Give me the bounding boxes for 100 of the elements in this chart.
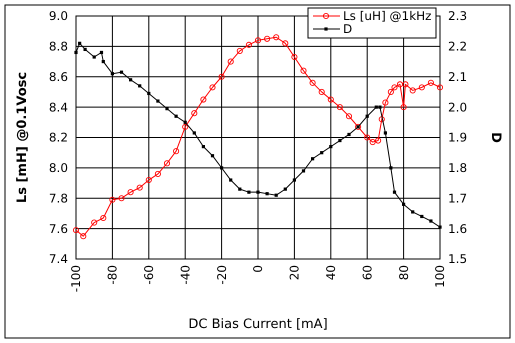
- point: [274, 194, 278, 197]
- point: [191, 110, 198, 116]
- point: [420, 214, 424, 218]
- x-tick-label: 80: [396, 265, 411, 280]
- point: [164, 160, 170, 166]
- point: [182, 124, 188, 130]
- point: [366, 114, 369, 118]
- y-tick-label: 8.2: [48, 130, 68, 145]
- point: [80, 233, 86, 240]
- point: [402, 202, 406, 206]
- point: [229, 178, 232, 182]
- x-tick-label: -40: [178, 265, 192, 285]
- point: [370, 139, 376, 146]
- point: [246, 42, 252, 48]
- x-tick-label: 40: [324, 265, 338, 280]
- point: [209, 84, 216, 90]
- y-tick-label: 8.8: [48, 40, 68, 54]
- point: [364, 134, 370, 141]
- x-tick-label: 0: [251, 265, 266, 273]
- point: [300, 68, 307, 74]
- point: [256, 190, 260, 194]
- point: [310, 80, 316, 86]
- y-tick-label: 7.8: [48, 191, 68, 206]
- point: [146, 176, 152, 184]
- y2-tick-label: 1.8: [448, 161, 468, 176]
- point: [154, 170, 161, 177]
- x-axis-title: DC Bias Current [mA]: [188, 317, 328, 332]
- y2-axis-title: D: [488, 132, 503, 144]
- point: [411, 210, 414, 214]
- y-tick-label: 8.4: [48, 100, 68, 114]
- point: [311, 157, 314, 160]
- point: [192, 131, 196, 135]
- point: [273, 34, 280, 40]
- point: [78, 42, 82, 45]
- point: [200, 96, 206, 103]
- legend-label: D: [343, 22, 352, 36]
- point: [91, 220, 98, 226]
- point: [218, 74, 225, 80]
- point: [375, 137, 382, 144]
- point: [336, 104, 343, 110]
- y2-tick-label: 2.2: [448, 40, 468, 54]
- point: [436, 84, 444, 90]
- point: [320, 151, 324, 154]
- point: [147, 92, 150, 96]
- point: [136, 184, 143, 191]
- y-axis-title: Ls [mH] @0.1Vosc: [15, 72, 30, 204]
- point: [329, 145, 332, 148]
- x-tick-label: -20: [214, 265, 229, 285]
- point: [396, 81, 404, 88]
- y2-tick-label: 1.5: [448, 252, 468, 266]
- point: [228, 58, 234, 65]
- y-tick-label: 8.0: [48, 161, 68, 176]
- point: [374, 106, 378, 109]
- y2-tick-label: 1.9: [448, 130, 468, 145]
- x-tick-label: -80: [106, 265, 120, 285]
- point: [100, 214, 106, 222]
- point: [109, 196, 116, 203]
- y2-tick-label: 2.3: [448, 9, 468, 24]
- y-tick-label: 8.6: [48, 70, 68, 84]
- point: [388, 88, 394, 95]
- point: [129, 78, 132, 82]
- point: [400, 104, 407, 110]
- point: [247, 190, 250, 194]
- point: [284, 188, 287, 191]
- point: [236, 48, 243, 54]
- point: [291, 54, 298, 60]
- point: [428, 80, 434, 86]
- point: [138, 84, 142, 88]
- x-tick-label: 60: [360, 265, 374, 280]
- point: [120, 70, 124, 74]
- point: [410, 87, 416, 94]
- point: [391, 84, 398, 90]
- x-tick-label: 20: [288, 265, 302, 280]
- point: [264, 36, 270, 42]
- y2-tick-label: 1.7: [448, 191, 468, 206]
- point: [318, 88, 325, 95]
- point: [378, 116, 385, 122]
- point: [102, 60, 105, 64]
- point: [238, 188, 242, 191]
- y2-tick-label: 2.1: [448, 70, 468, 84]
- y-tick-label: 7.4: [48, 252, 68, 266]
- x-tick-label: -60: [142, 265, 156, 285]
- y-tick-label: 7.6: [48, 222, 68, 236]
- point: [346, 113, 352, 120]
- point: [210, 154, 214, 158]
- legend-label: Ls [uH] @1kHz: [343, 9, 432, 24]
- point: [128, 189, 134, 196]
- point: [266, 192, 269, 196]
- y2-tick-label: 1.6: [448, 222, 468, 236]
- y-tick-label: 9.0: [48, 9, 68, 24]
- point: [402, 81, 408, 88]
- point: [173, 148, 180, 154]
- point: [118, 195, 125, 202]
- point: [174, 114, 178, 118]
- y2-tick-label: 2.0: [448, 100, 468, 114]
- point: [328, 96, 334, 103]
- x-tick-label: 100: [433, 265, 448, 288]
- point: [418, 84, 425, 90]
- point: [392, 190, 396, 194]
- x-tick-label: -100: [69, 265, 84, 292]
